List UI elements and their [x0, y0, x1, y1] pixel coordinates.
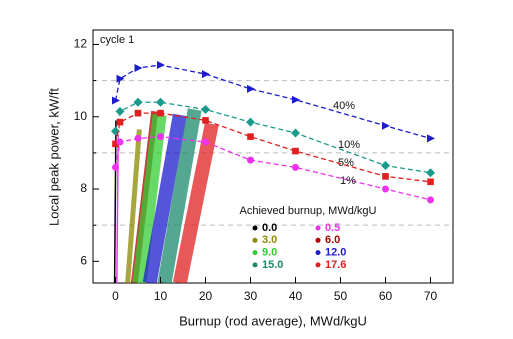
x-tick-label: 0 [112, 289, 119, 303]
burnup-cloud [125, 129, 142, 283]
series-line [114, 112, 431, 183]
y-axis-title: Local peak power, kW/ft [46, 88, 61, 226]
y-tick-label: 8 [80, 181, 87, 195]
marker [426, 168, 435, 178]
legend-label: 12.0 [325, 247, 346, 259]
legend-marker [315, 262, 321, 268]
marker [291, 128, 300, 138]
series-label: 5% [338, 157, 354, 169]
marker [202, 138, 209, 146]
y-tick-label: 10 [74, 109, 88, 123]
marker [112, 163, 119, 171]
marker [292, 95, 300, 104]
marker [201, 105, 210, 115]
marker [116, 138, 124, 146]
legend-marker [252, 225, 258, 231]
burnup-cloud [113, 120, 117, 283]
series-line [114, 64, 431, 140]
legend-marker [315, 237, 321, 243]
marker [156, 97, 165, 107]
marker [427, 178, 434, 186]
legend-label: 6.0 [325, 234, 340, 246]
x-tick-label: 30 [244, 289, 258, 303]
marker [427, 134, 435, 143]
marker [247, 156, 254, 164]
marker [115, 106, 125, 116]
x-tick-label: 40 [289, 289, 303, 303]
legend-label: 15.0 [262, 259, 283, 271]
marker [382, 185, 389, 193]
marker [157, 133, 164, 141]
marker [112, 140, 119, 148]
marker [247, 133, 254, 140]
marker [381, 161, 390, 171]
marker [427, 196, 434, 204]
x-tick-label: 20 [199, 289, 213, 303]
legend-label: 9.0 [262, 247, 277, 259]
marker [133, 97, 143, 107]
legend-marker [315, 225, 321, 231]
legend-marker [252, 250, 258, 256]
x-tick-label: 10 [154, 289, 168, 303]
marker [202, 70, 210, 79]
x-tick-label: 70 [424, 289, 438, 303]
burnup-cloud [142, 113, 187, 283]
burnup-cloud [172, 122, 219, 283]
x-tick-label: 60 [379, 289, 393, 303]
legend-marker [315, 250, 321, 256]
marker [202, 117, 209, 124]
annotation: cycle 1 [100, 34, 134, 46]
marker [112, 96, 120, 105]
burnup-cloud [157, 108, 202, 283]
marker [247, 84, 255, 93]
marker [157, 61, 165, 70]
x-axis-title: Burnup (rod average), MWd/kgU [179, 313, 367, 328]
marker [292, 163, 299, 171]
legend-label: 3.0 [262, 234, 277, 246]
series-label: 10% [338, 139, 360, 151]
burnup-cloud [132, 114, 167, 283]
marker [157, 109, 164, 117]
legend-label: 0.0 [262, 222, 277, 234]
x-tick-label: 50 [334, 289, 348, 303]
marker [134, 134, 142, 142]
marker [292, 147, 299, 155]
marker [116, 118, 124, 126]
y-tick-label: 6 [80, 253, 87, 267]
plot-area [93, 61, 453, 283]
series-label: 1% [340, 175, 356, 187]
plot-frame [92, 29, 454, 284]
marker [134, 63, 143, 72]
legend-title: Achieved burnup, MWd/kgU [240, 205, 377, 217]
series-label: 40% [333, 100, 355, 112]
legend-marker [252, 262, 258, 268]
series-line [114, 135, 431, 201]
y-tick-label: 12 [74, 37, 88, 51]
marker [246, 117, 255, 127]
marker [382, 173, 389, 180]
legend-label: 0.5 [325, 222, 340, 234]
burnup-cloud [116, 134, 119, 283]
marker [382, 121, 390, 130]
legend-marker [252, 237, 258, 243]
marker [134, 109, 142, 117]
marker [116, 74, 125, 83]
legend-label: 17.6 [325, 259, 346, 271]
